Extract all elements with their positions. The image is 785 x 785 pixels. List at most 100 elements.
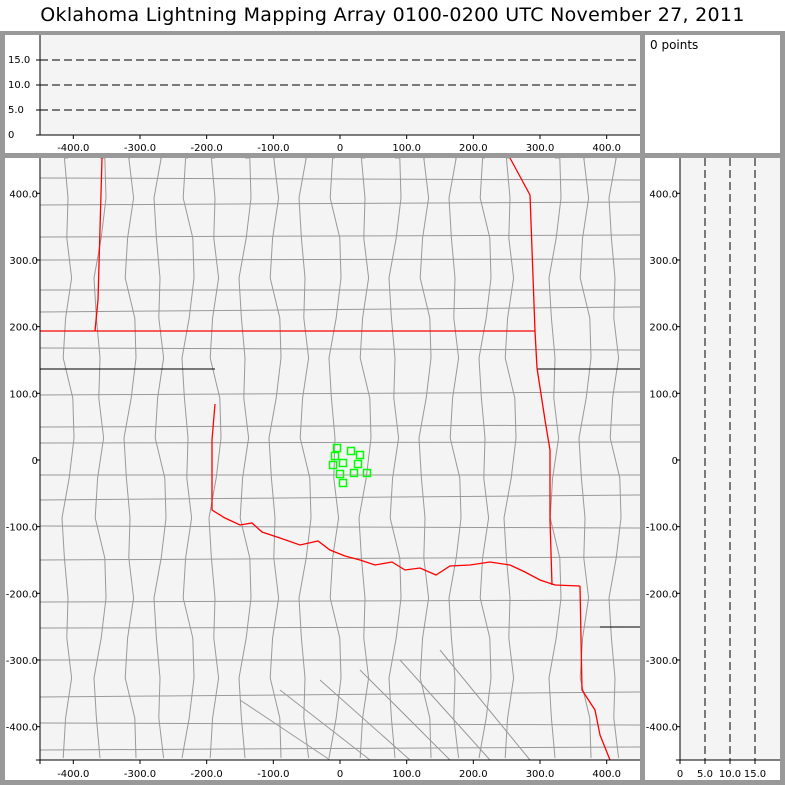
county-line [39, 722, 641, 726]
side-y-tick-label: -400.0 [646, 723, 678, 734]
county-line [388, 157, 402, 759]
map-x-tick-label: 100.0 [392, 769, 421, 780]
county-line [548, 157, 562, 759]
county-line [93, 157, 107, 759]
county-line [39, 347, 641, 351]
county-line [358, 157, 372, 759]
red-river-border [211, 403, 581, 587]
top-x-tick-label: 0 [337, 143, 343, 154]
county-line [208, 157, 222, 759]
points-count-panel [645, 35, 780, 153]
oklahoma-east-border [509, 157, 553, 586]
lma-station-marker [362, 468, 372, 478]
county-line [39, 599, 641, 603]
lma-station-marker [330, 451, 340, 461]
county-line [39, 424, 641, 428]
map-y-tick-label: 200.0 [9, 323, 38, 334]
lma-station-marker [346, 446, 356, 456]
colorado-kansas-border [94, 157, 103, 332]
map-y-tick-label: 100.0 [9, 389, 38, 400]
top-y-tick-label: 10.0 [8, 80, 30, 91]
county-line [39, 391, 641, 396]
county-borders [39, 157, 641, 761]
county-line [39, 746, 641, 751]
top-x-tick-label: 400.0 [592, 143, 621, 154]
map-y-tick-label: 0 [32, 456, 38, 467]
county-line [39, 626, 641, 629]
map-y-tick-label: -400.0 [6, 723, 38, 734]
county-line [39, 525, 641, 529]
state-borders [40, 157, 611, 761]
map-y-tick-label: 400.0 [9, 189, 38, 200]
county-line [359, 669, 451, 761]
texas-louisiana-border [579, 585, 611, 761]
axes [36, 35, 780, 764]
map-x-tick-label: 200.0 [459, 769, 488, 780]
top-x-tick-label: -400.0 [57, 143, 89, 154]
side-x-tick-label: 0 [677, 769, 683, 780]
top-x-tick-label: -200.0 [191, 143, 223, 154]
county-line [448, 157, 462, 759]
county-line [39, 494, 641, 501]
county-line [478, 157, 492, 759]
side-y-tick-label: 400.0 [649, 189, 678, 200]
county-line [39, 556, 641, 561]
top-y-tick-label: 0 [8, 130, 14, 141]
map-x-tick-label: -100.0 [257, 769, 289, 780]
side-x-tick-label: 15.0 [744, 769, 766, 780]
points-count: 0 points [650, 38, 699, 52]
lma-station-marker [355, 450, 365, 460]
top-y-tick-label: 5.0 [8, 105, 24, 116]
county-line [39, 441, 641, 444]
county-line [319, 679, 411, 761]
side-y-tick-label: 200.0 [649, 323, 678, 334]
side-y-tick-label: 300.0 [649, 256, 678, 267]
top-x-tick-label: -300.0 [124, 143, 156, 154]
map-x-tick-label: -200.0 [191, 769, 223, 780]
county-line [608, 157, 622, 759]
county-line [328, 157, 342, 759]
top-x-tick-label: 100.0 [392, 143, 421, 154]
side-y-tick-label: -300.0 [646, 656, 678, 667]
county-line [153, 157, 167, 759]
county-line [39, 234, 641, 238]
county-line [418, 157, 432, 759]
side-x-tick-label: 5.0 [697, 769, 713, 780]
county-line [39, 306, 641, 313]
county-line [239, 699, 331, 761]
map-y-tick-label: 300.0 [9, 256, 38, 267]
county-line [439, 649, 531, 761]
county-line [181, 157, 195, 759]
top-x-tick-label: -100.0 [257, 143, 289, 154]
lma-station-marker [332, 443, 342, 453]
county-line [238, 157, 252, 759]
map-x-tick-label: 0 [337, 769, 343, 780]
lma-station-marker [349, 468, 359, 478]
map-x-tick-label: 300.0 [526, 769, 555, 780]
side-y-tick-label: -200.0 [646, 589, 678, 600]
plot-title: Oklahoma Lightning Mapping Array 0100-02… [0, 0, 785, 31]
county-line [61, 157, 75, 759]
lma-station-marker [353, 459, 363, 469]
side-y-tick-label: 100.0 [649, 389, 678, 400]
map-x-tick-label: -300.0 [124, 769, 156, 780]
map-y-tick-label: -100.0 [6, 523, 38, 534]
top-x-tick-label: 300.0 [526, 143, 555, 154]
county-line [279, 689, 371, 761]
black-borders [40, 368, 640, 628]
map-x-tick-label: -400.0 [57, 769, 89, 780]
side-y-tick-label: 0 [672, 456, 678, 467]
county-line [399, 659, 491, 761]
county-line [298, 157, 312, 759]
side-y-tick-label: -100.0 [646, 523, 678, 534]
county-line [39, 691, 641, 698]
county-line [268, 157, 282, 759]
lma-station-marker [328, 460, 338, 470]
map-y-tick-label: -300.0 [6, 656, 38, 667]
lma-station-marker [338, 478, 348, 488]
county-line [503, 157, 517, 759]
county-line [39, 177, 641, 181]
county-line [39, 201, 641, 206]
county-line [123, 157, 137, 759]
